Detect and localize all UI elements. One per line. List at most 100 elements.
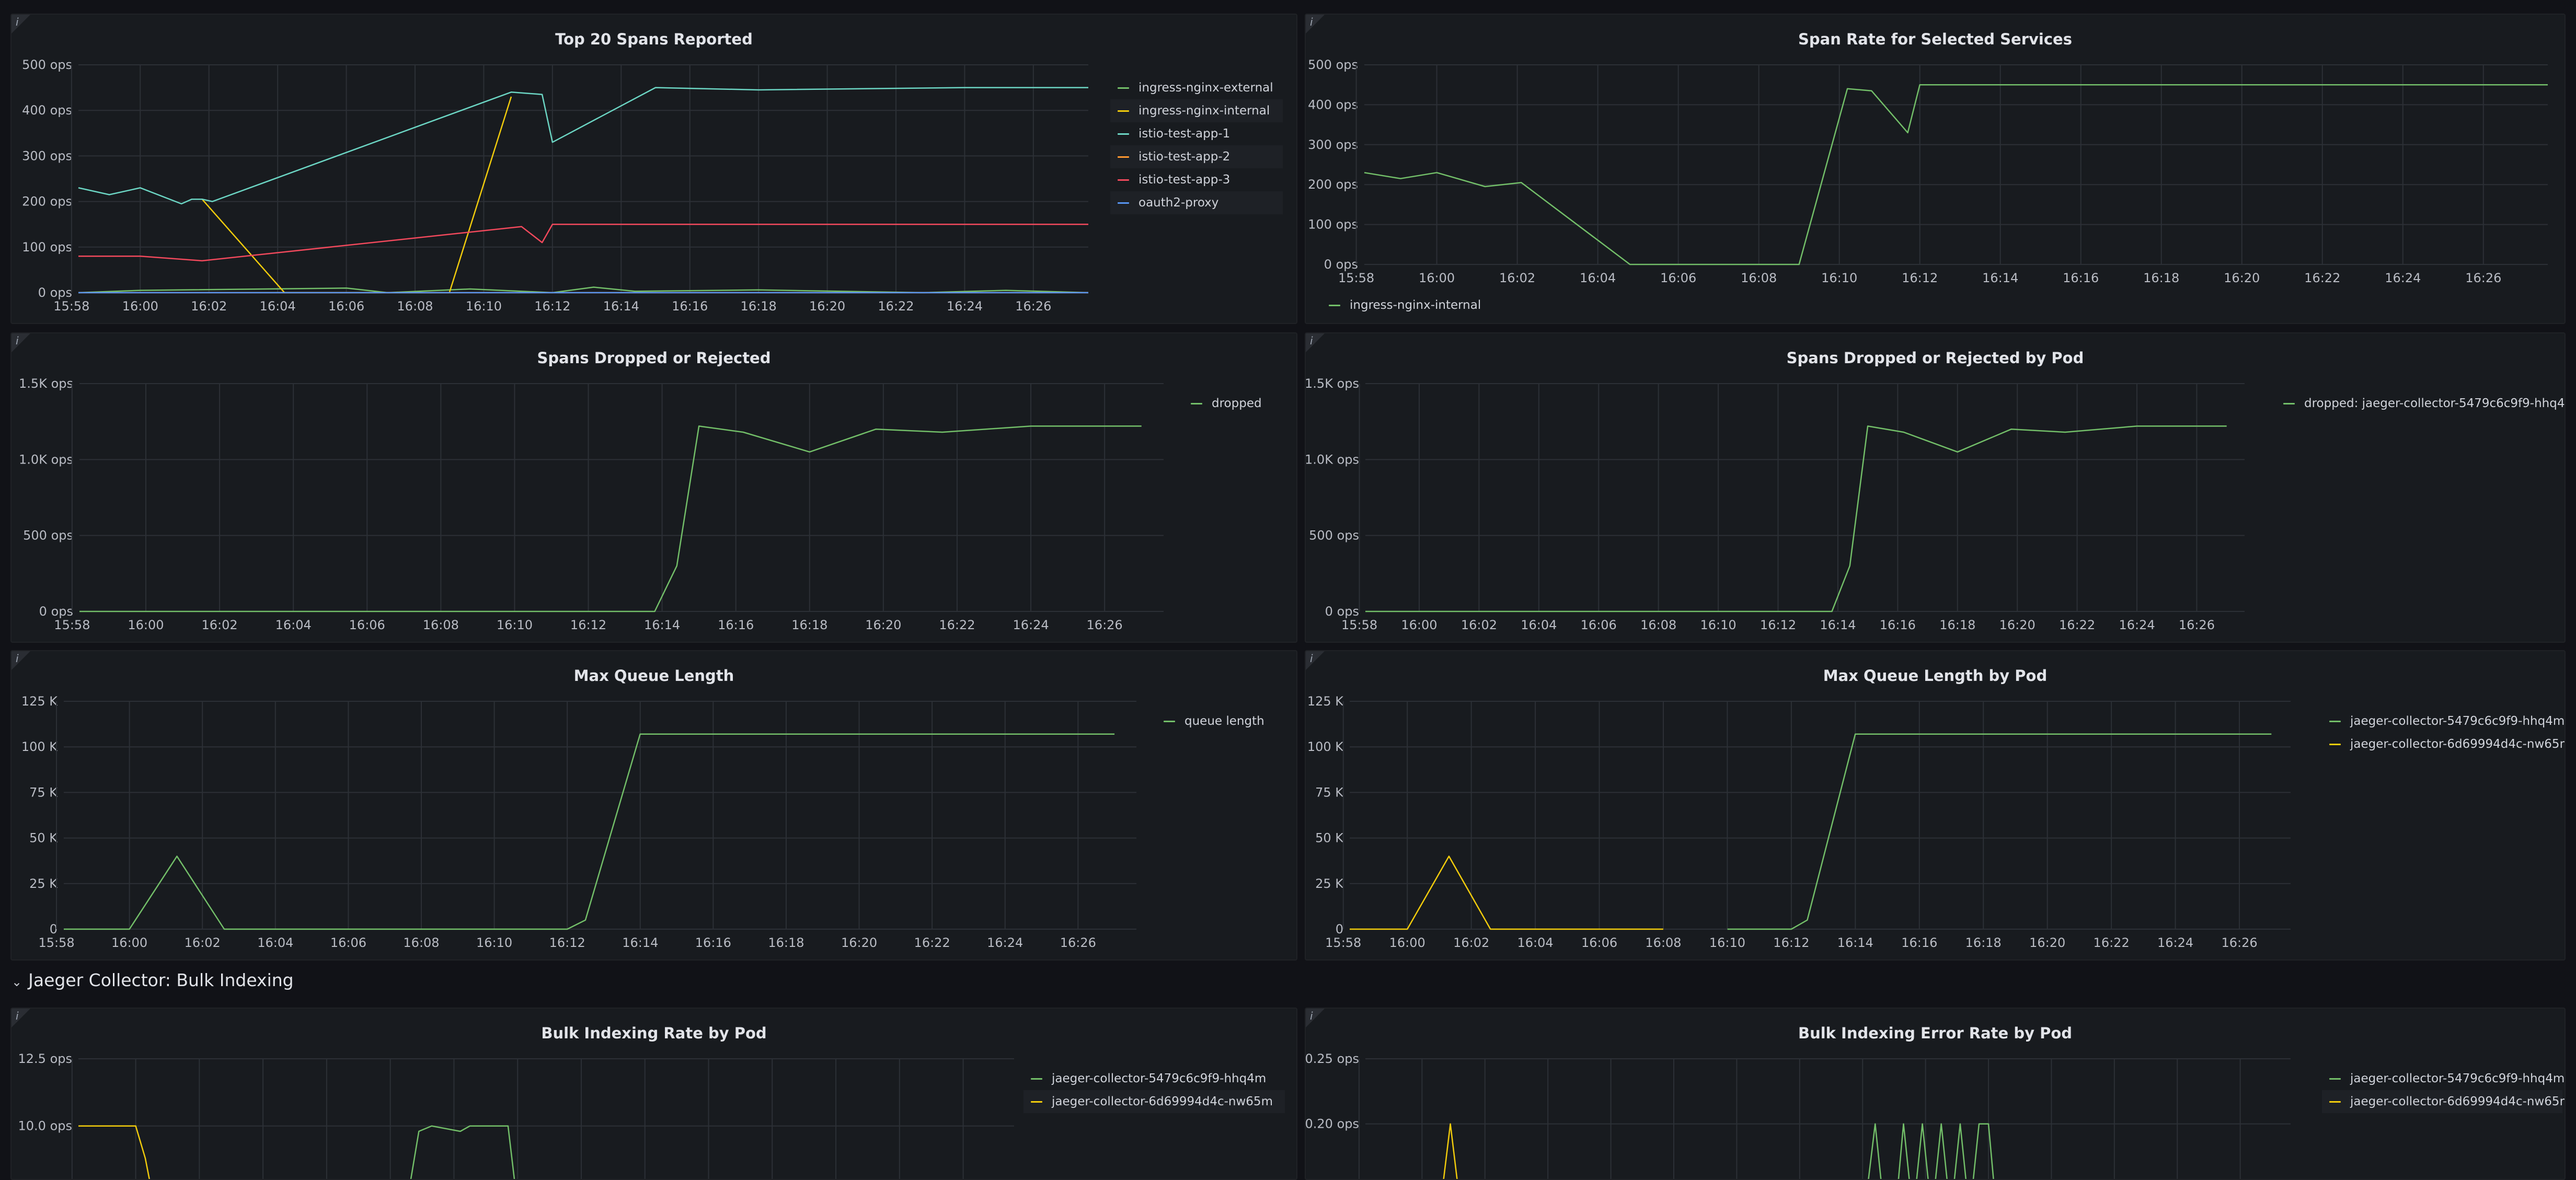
panel-max-queue[interactable]: i Max Queue Length 0 25 K 50 K 75 K 100 K 125 K…: [10, 650, 1297, 961]
y-tick-label: 200 ops: [1308, 177, 1358, 192]
chart-svg: 0 ops 100 ops 200 ops 300 ops 400 ops 500 ops…: [22, 57, 1089, 314]
x-tick-label: 16:24: [2119, 618, 2155, 632]
x-tick-label: 16:24: [2385, 271, 2421, 285]
chevron-down-icon[interactable]: ⌄: [12, 975, 22, 989]
legend-item[interactable]: jaeger-collector-5479c6c9f9-hhq4m: [2322, 710, 2564, 733]
panel-title: Span Rate for Selected Services: [1798, 30, 2072, 48]
panel-max-queue-pod[interactable]: i Max Queue Length by Pod 0 25 K 50 K 75 K 100…: [1305, 650, 2566, 961]
x-tick-label: 16:18: [2143, 271, 2179, 285]
legend: ingress-nginx-internal: [1321, 294, 1488, 317]
x-tick-label: 16:26: [1015, 299, 1051, 314]
chart-svg: 0 ops 100 ops 200 ops 300 ops 400 ops 500 ops…: [1308, 57, 2548, 285]
y-tick-label: 1.5K ops: [1306, 376, 1359, 391]
legend-item[interactable]: jaeger-collector-6d69994d4c-nw65m: [1024, 1090, 1285, 1113]
y-tick-label: 300 ops: [22, 148, 72, 163]
legend-label: ingress-nginx-internal: [1350, 298, 1481, 312]
x-tick-label: 16:08: [1741, 271, 1777, 285]
legend-item[interactable]: jaeger-collector-6d69994d4c-nw65m: [2322, 1090, 2564, 1113]
x-tick-label: 16:20: [2029, 935, 2065, 950]
x-tick-label: 15:58: [1341, 618, 1377, 632]
info-icon[interactable]: [1306, 1009, 1325, 1027]
x-tick-label: 16:00: [1419, 271, 1455, 285]
info-icon[interactable]: [1306, 15, 1325, 33]
series-line-ingress-nginx-internal[interactable]: [201, 96, 512, 294]
legend-item[interactable]: queue length: [1156, 710, 1287, 733]
x-tick-label: 16:16: [1880, 618, 1916, 632]
info-icon-glyph: i: [16, 1010, 19, 1022]
y-tick-label: 0: [1336, 922, 1343, 936]
x-tick-label: 16:02: [201, 618, 237, 632]
legend-item[interactable]: jaeger-collector-6d69994d4c-nw65m: [2322, 733, 2564, 756]
x-tick-label: 16:18: [741, 299, 777, 314]
legend-item[interactable]: ingress-nginx-external: [1110, 76, 1283, 99]
legend-swatch: [1118, 133, 1129, 135]
y-tick-label: 0 ops: [1324, 257, 1358, 272]
legend-item[interactable]: oauth2-proxy: [1110, 191, 1283, 214]
x-tick-label: 16:16: [672, 299, 708, 314]
y-tick-label: 100 ops: [22, 240, 72, 254]
x-tick-label: 16:14: [1837, 935, 1873, 950]
legend-item[interactable]: jaeger-collector-5479c6c9f9-hhq4m: [1024, 1067, 1285, 1090]
legend-swatch: [2283, 403, 2295, 404]
legend-item[interactable]: ingress-nginx-internal: [1110, 99, 1283, 122]
legend-label: jaeger-collector-5479c6c9f9-hhq4m: [1052, 1072, 1267, 1085]
series-line-jaeger-collector-5479c6c9f9-hhq4m[interactable]: [1862, 1123, 2017, 1180]
info-icon-glyph: i: [16, 334, 19, 347]
legend-item[interactable]: jaeger-collector-5479c6c9f9-hhq4m: [2322, 1067, 2564, 1090]
x-tick-label: 16:26: [2221, 935, 2257, 950]
series-line-istio-test-app-1[interactable]: [78, 87, 1088, 205]
y-tick-label: 200 ops: [22, 194, 72, 209]
x-tick-label: 16:08: [403, 935, 439, 950]
legend: jaeger-collector-5479c6c9f9-hhq4m jaeger-…: [2322, 710, 2564, 756]
series-line-ingress-nginx-external[interactable]: [78, 286, 1089, 294]
series-line-dropped: jaeger-collector-5479c6c9f9-hhq4m[interactable]: [1365, 425, 2227, 612]
info-icon[interactable]: [1306, 651, 1325, 670]
info-icon[interactable]: [12, 15, 30, 33]
legend-label: jaeger-collector-6d69994d4c-nw65m: [2350, 1095, 2566, 1108]
series-line-jaeger-collector-6d69994d4c-nw65m[interactable]: [78, 1125, 155, 1180]
panel-top-spans[interactable]: i Top 20 Spans Reported 0 ops 100 ops 200 op…: [10, 14, 1297, 324]
legend-swatch: [1031, 1078, 1042, 1080]
panel-spans-dropped[interactable]: i Spans Dropped or Rejected 0 ops 500 ops 1.…: [10, 332, 1297, 643]
y-tick-label: 75 K: [1315, 785, 1344, 800]
info-icon[interactable]: [12, 1009, 30, 1027]
series-line-jaeger-collector-6d69994d4c-nw65m[interactable]: [1350, 855, 1663, 930]
y-tick-label: 0 ops: [1325, 604, 1359, 619]
legend-item[interactable]: dropped: jaeger-collector-5479c6c9f9-hhq…: [2276, 392, 2566, 415]
y-tick-label: 10.0 ops: [18, 1119, 73, 1133]
row-header-bulk-indexing[interactable]: ⌄ Jaeger Collector: Bulk Indexing: [12, 970, 294, 990]
legend-item[interactable]: dropped: [1183, 392, 1288, 415]
series-line-ingress-nginx-internal[interactable]: [1364, 84, 2548, 265]
x-tick-label: 16:18: [1939, 618, 1975, 632]
series-line-queue length[interactable]: [64, 733, 1115, 930]
panel-spans-dropped-pod[interactable]: i Spans Dropped or Rejected by Pod 0 ops 50…: [1305, 332, 2566, 643]
y-tick-label: 400 ops: [22, 103, 72, 118]
legend-item[interactable]: ingress-nginx-internal: [1321, 294, 1488, 317]
series-line-dropped[interactable]: [79, 425, 1142, 612]
x-tick-label: 16:04: [1580, 271, 1616, 285]
legend-item[interactable]: istio-test-app-1: [1110, 122, 1283, 145]
x-tick-label: 16:10: [1700, 618, 1736, 632]
legend-item[interactable]: istio-test-app-3: [1110, 168, 1283, 191]
info-icon[interactable]: [12, 333, 30, 352]
x-tick-label: 16:00: [122, 299, 158, 314]
info-icon[interactable]: [12, 651, 30, 670]
series-line-jaeger-collector-5479c6c9f9-hhq4m[interactable]: [406, 1125, 518, 1180]
series-line-jaeger-collector-6d69994d4c-nw65m[interactable]: [1438, 1123, 1498, 1180]
x-tick-label: 16:10: [497, 618, 533, 632]
legend-label: istio-test-app-3: [1138, 173, 1230, 187]
x-tick-label: 16:04: [1517, 935, 1554, 950]
legend-label: dropped: jaeger-collector-5479c6c9f9-hhq…: [2304, 397, 2566, 410]
panel-span-rate[interactable]: i Span Rate for Selected Services 0 ops 100…: [1305, 14, 2566, 324]
series-line-jaeger-collector-5479c6c9f9-hhq4m[interactable]: [1727, 733, 2272, 930]
x-tick-label: 16:06: [328, 299, 364, 314]
legend-label: jaeger-collector-6d69994d4c-nw65m: [1052, 1095, 1273, 1108]
x-tick-label: 16:08: [1645, 935, 1681, 950]
info-icon[interactable]: [1306, 333, 1325, 352]
panel-title: Spans Dropped or Rejected: [537, 349, 771, 367]
series-line-istio-test-app-3[interactable]: [78, 223, 1088, 262]
legend-item[interactable]: istio-test-app-2: [1110, 145, 1283, 168]
